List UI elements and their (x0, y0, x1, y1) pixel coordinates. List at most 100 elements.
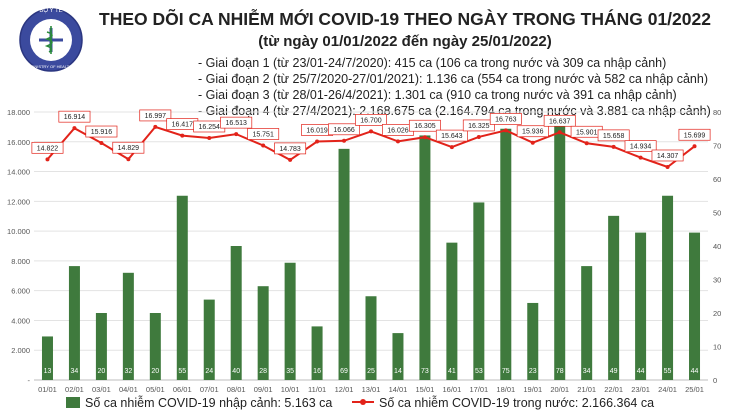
x-tick-label: 04/01 (119, 385, 138, 394)
line-label-box (462, 119, 495, 132)
bar-value-label: 24 (205, 368, 213, 375)
line-value-label: 16.019 (306, 127, 328, 134)
line-value-label: 16.513 (225, 120, 247, 127)
x-tick-label: 15/01 (416, 385, 435, 394)
line-point-09/01 (261, 143, 266, 148)
line-point-13/01 (369, 129, 373, 134)
legend-bar-swatch (66, 397, 80, 408)
bar-value-label: 34 (71, 368, 79, 375)
line-label-box (408, 119, 441, 132)
legend-bars: Số ca nhiễm COVID-19 nhập cảnh: 5.163 ca (66, 396, 332, 410)
line-label-box (139, 109, 172, 122)
y-right-tick-label: 80 (713, 108, 721, 117)
x-tick-label: 17/01 (469, 385, 488, 394)
bar-07/01 (203, 299, 215, 380)
bar-25/01 (689, 232, 701, 380)
bar-04/01 (122, 272, 134, 380)
line-label-box (678, 128, 711, 141)
line-value-label: 15.901 (576, 129, 598, 136)
chart-subtitle: (từ ngày 01/01/2022 đến ngày 25/01/2022) (258, 33, 552, 50)
phase-note-2: - Giai đoạn 2 (từ 25/7/2020-27/01/2021):… (198, 72, 708, 86)
line-label-box (489, 113, 522, 125)
bar-value-label: 35 (286, 368, 294, 375)
line-value-label: 15.936 (522, 129, 544, 136)
x-tick-label: 16/01 (442, 385, 461, 394)
line-label-box (355, 114, 387, 126)
y-right-tick-label: 10 (713, 343, 721, 352)
line-label-box (85, 125, 118, 138)
bar-06/01 (176, 195, 188, 380)
line-value-label: 15.751 (252, 131, 274, 138)
x-tick-label: 07/01 (200, 385, 219, 394)
line-point-01/01 (45, 157, 50, 162)
line-value-label: 16.325 (468, 123, 490, 130)
x-tick-label: 21/01 (577, 385, 596, 394)
line-point-21/01 (584, 141, 589, 146)
y-right-tick-label: 0 (713, 376, 717, 385)
bar-value-label: 49 (610, 368, 618, 375)
logo-bottom-text: MINISTRY OF HEALTH (30, 64, 72, 69)
bar-24/01 (662, 195, 674, 380)
x-tick-label: 05/01 (146, 385, 165, 394)
bar-value-label: 55 (178, 368, 186, 375)
x-tick-label: 12/01 (335, 385, 354, 394)
logo-top-text: BỘ Y TẾ (39, 7, 62, 14)
line-value-label: 16.254 (199, 124, 221, 131)
line-point-25/01 (692, 144, 697, 149)
x-tick-label: 18/01 (496, 385, 515, 394)
line-value-label: 14.783 (279, 146, 301, 153)
bar-15/01 (419, 135, 431, 380)
line-label-box (516, 125, 549, 138)
line-label-box (220, 116, 253, 129)
bar-10/01 (284, 262, 296, 380)
line-point-22/01 (611, 144, 616, 149)
line-point-23/01 (638, 155, 643, 160)
bar-02/01 (68, 266, 80, 380)
bar-value-label: 75 (502, 368, 510, 375)
line-point-17/01 (476, 134, 481, 139)
bar-value-label: 44 (637, 368, 645, 375)
line-value-label: 14.829 (118, 145, 140, 152)
bar-08/01 (230, 246, 242, 380)
bar-11/01 (311, 326, 323, 380)
x-tick-label: 19/01 (523, 385, 542, 394)
x-tick-label: 02/01 (65, 385, 84, 394)
y-left-tick-label: - (28, 376, 31, 385)
bar-03/01 (95, 313, 107, 380)
bar-value-label: 13 (44, 368, 52, 375)
y-left-tick-label: 4.000 (11, 316, 30, 325)
x-tick-label: 01/01 (38, 385, 57, 394)
phase-note-4: - Giai đoạn 4 (từ 27/4/2021): 2.168.675 … (198, 104, 711, 118)
line-value-label: 16.026 (387, 127, 409, 134)
line-label-box (651, 149, 684, 162)
x-tick-label: 06/01 (173, 385, 192, 394)
line-point-06/01 (180, 133, 185, 138)
line-value-label: 15.658 (603, 133, 625, 140)
x-tick-label: 25/01 (685, 385, 704, 394)
line-point-14/01 (395, 139, 400, 144)
line-label-box (435, 129, 468, 142)
line-point-10/01 (288, 157, 293, 162)
chart-title: THEO DÕI CA NHIỄM MỚI COVID-19 THEO NGÀY… (99, 9, 711, 29)
line-point-05/01 (153, 124, 158, 129)
line-value-label: 15.643 (441, 133, 463, 140)
x-tick-label: 20/01 (550, 385, 569, 394)
legend-line-swatch (352, 396, 374, 408)
line-value-label: 14.822 (37, 145, 59, 152)
x-tick-label: 23/01 (631, 385, 650, 394)
x-tick-label: 08/01 (227, 385, 246, 394)
bar-20/01 (554, 118, 566, 380)
line-point-19/01 (530, 140, 535, 145)
line-value-label: 14.307 (657, 153, 679, 160)
y-right-tick-label: 60 (713, 175, 721, 184)
y-right-tick-label: 40 (713, 242, 721, 251)
logo-caduceus-icon (44, 26, 53, 54)
y-right-tick-label: 70 (713, 142, 721, 151)
x-tick-label: 10/01 (281, 385, 300, 394)
line-point-04/01 (126, 157, 131, 162)
y-left-tick-label: 16.000 (7, 138, 30, 147)
line-value-label: 16.914 (64, 114, 86, 121)
line-point-07/01 (207, 135, 212, 140)
line-value-label: 15.916 (91, 129, 113, 136)
